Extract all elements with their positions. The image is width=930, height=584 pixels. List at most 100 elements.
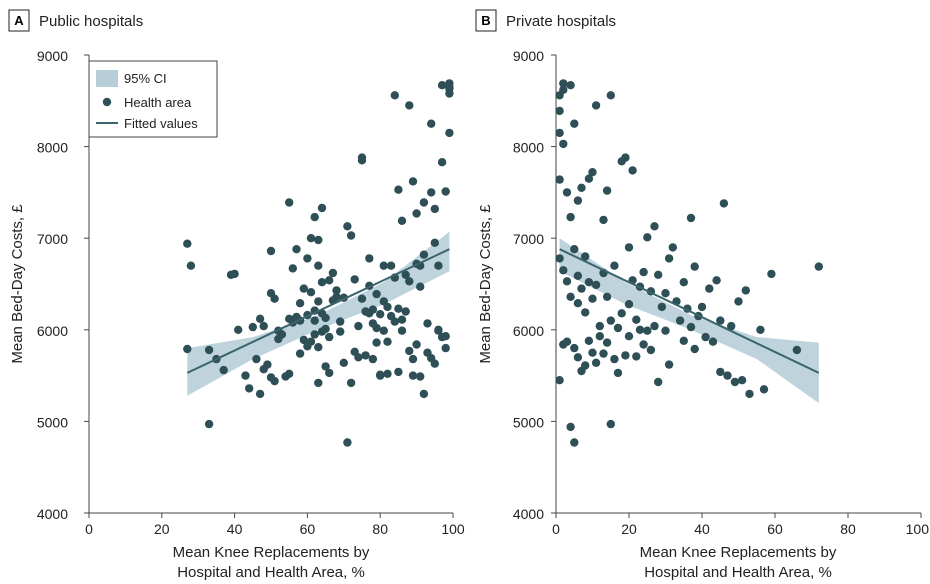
- data-point: [661, 289, 670, 298]
- data-point: [263, 360, 272, 369]
- data-point: [434, 326, 443, 335]
- data-point: [441, 332, 450, 341]
- y-tick-label: 8000: [37, 140, 68, 156]
- data-point: [270, 376, 279, 386]
- legend-fit-label: Fitted values: [124, 116, 198, 131]
- legend-ci-swatch: [96, 70, 118, 87]
- data-point: [376, 310, 385, 319]
- data-point: [559, 139, 568, 149]
- data-point: [562, 337, 572, 346]
- data-point: [259, 321, 268, 331]
- data-point: [368, 305, 378, 314]
- data-point: [555, 376, 564, 385]
- data-point: [628, 166, 637, 175]
- data-point: [230, 269, 239, 279]
- y-tick-label: 9000: [37, 48, 68, 64]
- data-point: [646, 345, 656, 355]
- data-point: [270, 294, 279, 303]
- panel-letter-box: [8, 9, 30, 32]
- panel-letter-box: [475, 9, 497, 32]
- panel-private-hospitals: B Private hospitals 9000 8000 7000 6000 …: [475, 9, 930, 581]
- data-point: [588, 294, 597, 303]
- data-point: [566, 292, 575, 301]
- data-point: [581, 308, 590, 317]
- data-point: [397, 315, 407, 324]
- data-point: [650, 321, 659, 331]
- data-point: [632, 315, 641, 324]
- panel-title: Private hospitals: [506, 13, 616, 30]
- data-point: [591, 358, 601, 367]
- data-point: [285, 198, 294, 207]
- data-point: [314, 261, 323, 270]
- data-point: [314, 378, 323, 388]
- fitted-line: [186, 248, 450, 374]
- data-point: [288, 264, 297, 273]
- data-point: [668, 243, 677, 252]
- data-point: [321, 313, 330, 323]
- data-point: [394, 367, 403, 377]
- y-tick-label: 4000: [37, 506, 68, 522]
- data-point: [708, 337, 718, 346]
- y-tick-label: 7000: [513, 231, 544, 247]
- data-point: [441, 343, 450, 353]
- data-point: [383, 337, 392, 346]
- data-point: [408, 354, 418, 364]
- data-point: [365, 254, 374, 263]
- data-point: [204, 419, 214, 429]
- data-point: [657, 302, 667, 312]
- data-point: [697, 302, 707, 312]
- data-point: [317, 278, 327, 287]
- data-point: [332, 292, 341, 301]
- data-point: [767, 269, 776, 279]
- data-point: [584, 336, 594, 345]
- data-point: [555, 106, 564, 116]
- data-point: [570, 119, 579, 128]
- data-point: [573, 271, 583, 280]
- data-point: [419, 198, 429, 207]
- data-point: [394, 185, 403, 194]
- data-point: [336, 327, 345, 336]
- data-point: [591, 101, 601, 110]
- data-point: [379, 326, 388, 335]
- data-point: [595, 332, 604, 341]
- data-point: [686, 322, 696, 332]
- data-point: [295, 299, 305, 308]
- data-point: [277, 330, 287, 339]
- data-point: [346, 231, 356, 240]
- data-point: [306, 234, 316, 243]
- x-tick-label: 100: [906, 521, 930, 537]
- data-point: [679, 336, 688, 345]
- data-point: [599, 349, 608, 358]
- data-point: [372, 323, 381, 333]
- data-point: [606, 316, 615, 325]
- data-point: [555, 254, 564, 263]
- data-point: [581, 252, 590, 261]
- data-point: [599, 215, 608, 225]
- data-point: [416, 372, 425, 381]
- data-point: [570, 438, 579, 447]
- data-point: [325, 276, 334, 285]
- data-point: [314, 235, 323, 245]
- y-tick-labels: 9000 8000 7000 6000 5000 4000: [37, 48, 68, 522]
- data-point: [559, 85, 568, 95]
- data-point: [661, 326, 670, 335]
- data-point: [430, 238, 439, 247]
- data-point: [654, 270, 663, 279]
- y-axis-label: Mean Bed-Day Costs, £: [477, 204, 494, 364]
- data-point: [255, 314, 265, 323]
- data-point: [584, 174, 594, 183]
- legend: 95% CI Health area Fitted values: [88, 60, 218, 138]
- data-point: [566, 422, 575, 432]
- y-tick-label: 6000: [513, 323, 544, 339]
- data-point: [570, 343, 579, 353]
- data-point: [613, 323, 623, 333]
- panel-letter: A: [14, 13, 24, 28]
- data-points: [183, 79, 454, 447]
- data-point: [310, 316, 319, 325]
- data-point: [299, 335, 308, 345]
- x-tick-label: 60: [767, 521, 783, 537]
- ci-band: [559, 238, 819, 404]
- data-point: [350, 275, 359, 284]
- data-point: [617, 309, 626, 318]
- x-tick-label: 60: [300, 521, 316, 537]
